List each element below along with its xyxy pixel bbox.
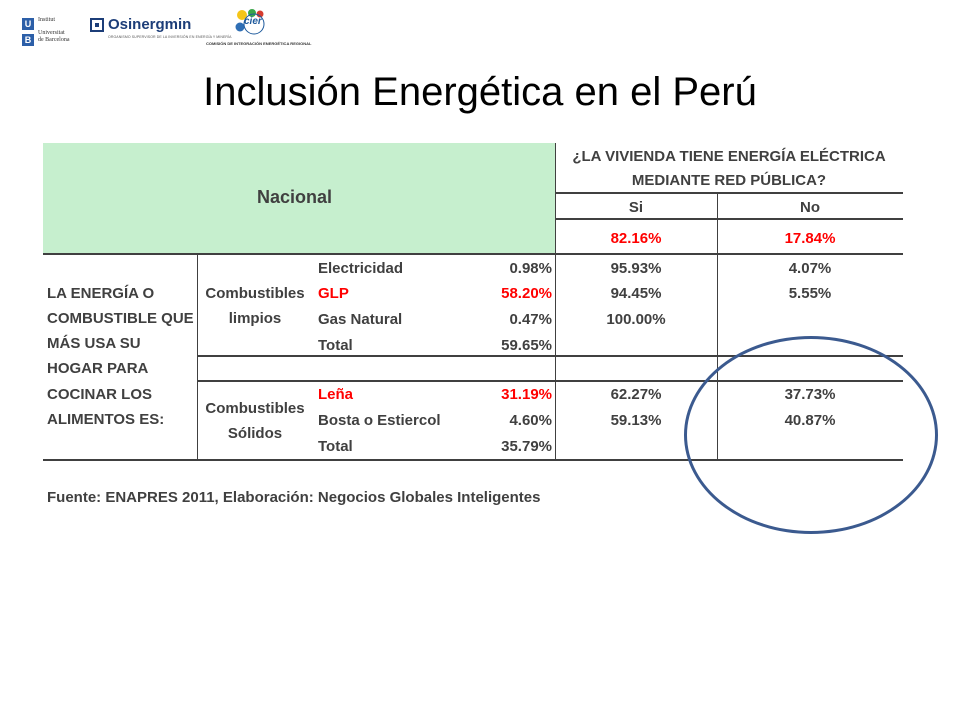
source-note: Fuente: ENAPRES 2011, Elaboración: Negoc…	[47, 489, 541, 506]
cier-subtitle: COMISIÓN DE INTEGRACIÓN ENERGÉTICA REGIO…	[206, 41, 312, 46]
fuel-name: Leña	[318, 386, 354, 403]
group-label-solid: Combustibles	[205, 400, 305, 417]
grid-line	[198, 355, 903, 357]
row-header-line: LA ENERGÍA O	[47, 285, 155, 302]
grid-line	[43, 253, 903, 255]
osinergmin-logo: Osinergmin ORGANISMO SUPERVISOR DE LA IN…	[90, 16, 231, 44]
group-label-clean-2: limpios	[228, 310, 282, 327]
row-header-line: HOGAR PARA	[47, 360, 149, 377]
no-value: 4.07%	[788, 260, 832, 277]
osinergmin-mark-icon	[90, 18, 104, 32]
group-label-solid-2: Sólidos	[227, 425, 283, 442]
fuel-name: Bosta o Estiercol	[318, 412, 441, 429]
col-no-header: No	[800, 199, 820, 216]
grid-line	[717, 192, 718, 461]
universitat-barcelona-logo: U B Institut Universitat de Barcelona	[22, 14, 80, 48]
si-value: 62.27%	[610, 386, 662, 403]
fuel-name: Total	[318, 337, 353, 354]
fuel-name: Total	[318, 438, 353, 455]
ub-block-b: B	[22, 34, 34, 46]
grid-line	[43, 459, 903, 461]
row-header-line: COMBUSTIBLE QUE	[47, 310, 194, 327]
row-header-line: COCINAR LOS	[47, 386, 152, 403]
total-no-value: 17.84%	[784, 230, 836, 247]
fuel-pct: 58.20%	[501, 285, 552, 302]
highlight-oval	[684, 336, 938, 534]
fuel-pct: 35.79%	[501, 438, 552, 455]
si-value: 100.00%	[606, 311, 666, 328]
page-title: Inclusión Energética en el Perú	[203, 70, 757, 114]
si-value: 59.13%	[610, 412, 662, 429]
question-line1: ¿LA VIVIENDA TIENE ENERGÍA ELÉCTRICA	[572, 148, 886, 165]
osinergmin-name: Osinergmin	[108, 16, 192, 33]
col-si-header: Si	[628, 199, 644, 216]
ub-line3: de Barcelona	[38, 37, 70, 43]
ub-block-u: U	[22, 18, 34, 30]
grid-line	[555, 192, 903, 194]
no-value: 5.55%	[788, 285, 832, 302]
fuel-pct: 0.98%	[509, 260, 552, 277]
row-header-line: MÁS USA SU	[47, 335, 141, 352]
fuel-pct: 59.65%	[501, 337, 552, 354]
total-si-value: 82.16%	[610, 230, 662, 247]
grid-line	[197, 253, 198, 461]
grid-line	[555, 143, 556, 461]
question-line2: MEDIANTE RED PÚBLICA?	[631, 172, 827, 189]
grid-line	[555, 218, 903, 220]
group-label-clean: Combustibles	[205, 285, 305, 302]
cier-logo: cier COMISIÓN DE INTEGRACIÓN ENERGÉTICA …	[206, 8, 311, 48]
cier-circles-icon	[235, 9, 265, 35]
fuel-pct: 31.19%	[501, 386, 552, 403]
nacional-label: Nacional	[257, 187, 333, 207]
nacional-header-cell	[43, 143, 555, 253]
si-value: 95.93%	[610, 260, 662, 277]
fuel-name: Electricidad	[318, 260, 404, 277]
grid-line	[198, 380, 903, 382]
fuel-pct: 0.47%	[509, 311, 552, 328]
ub-line1: Institut	[38, 17, 56, 23]
row-header-line: ALIMENTOS ES:	[47, 411, 165, 428]
fuel-pct: 4.60%	[509, 412, 552, 429]
ub-line2: Universitat	[38, 30, 65, 36]
fuel-name: GLP	[318, 285, 349, 302]
si-value: 94.45%	[610, 285, 662, 302]
osinergmin-subtitle: ORGANISMO SUPERVISOR DE LA INVERSIÓN EN …	[108, 35, 232, 39]
fuel-name: Gas Natural	[318, 311, 403, 328]
cier-word: cier	[244, 16, 262, 27]
